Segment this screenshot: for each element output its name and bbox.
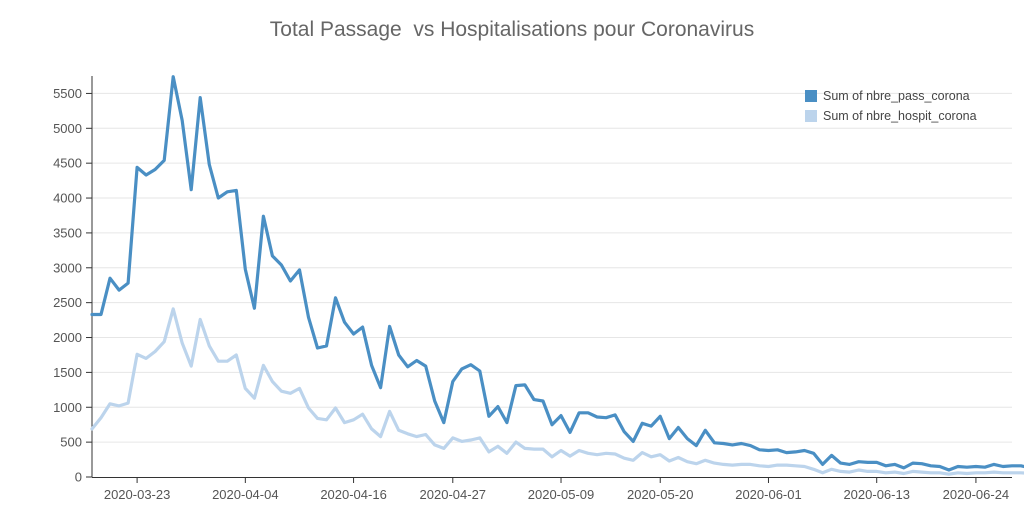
x-tick-label: 2020-04-16 [320, 487, 387, 502]
y-tick-label: 1000 [53, 400, 82, 415]
tick-labels: 0 500 1000 1500 2000 2500 3000 3500 4000 4500 5000… [53, 86, 1009, 502]
x-tick-label: 2020-03-23 [104, 487, 171, 502]
y-tick-label: 5000 [53, 121, 82, 136]
legend-swatch-hospit [805, 110, 817, 122]
y-tick-label: 3500 [53, 225, 82, 240]
x-tick-label: 2020-06-13 [843, 487, 910, 502]
x-tick-label: 2020-06-01 [735, 487, 802, 502]
legend-swatch-pass [805, 90, 817, 102]
x-tick-label: 2020-05-09 [528, 487, 595, 502]
series-line-pass [90, 75, 1024, 472]
axes [86, 76, 1012, 483]
y-tick-label: 2500 [53, 295, 82, 310]
series-lines [90, 75, 1024, 476]
series-line-hospit [90, 307, 1024, 476]
y-tick-label: 2000 [53, 330, 82, 345]
y-tick-label: 500 [60, 435, 82, 450]
legend-item-hospit: Sum of nbre_hospit_corona [805, 106, 977, 126]
y-tick-label: 4500 [53, 156, 82, 171]
y-tick-label: 5500 [53, 86, 82, 101]
legend-label-pass: Sum of nbre_pass_corona [823, 89, 970, 103]
legend: Sum of nbre_pass_corona Sum of nbre_hosp… [805, 86, 977, 126]
y-tick-label: 4000 [53, 191, 82, 206]
x-tick-label: 2020-06-24 [943, 487, 1010, 502]
legend-item-pass: Sum of nbre_pass_corona [805, 86, 977, 106]
grid-lines [92, 92, 1012, 443]
y-tick-label: 1500 [53, 365, 82, 380]
x-tick-label: 2020-05-20 [627, 487, 694, 502]
chart-title: Total Passage vs Hospitalisations pour C… [269, 18, 755, 41]
x-tick-label: 2020-04-27 [420, 487, 487, 502]
y-tick-label: 0 [75, 470, 82, 485]
x-tick-label: 2020-04-04 [212, 487, 279, 502]
legend-label-hospit: Sum of nbre_hospit_corona [823, 109, 977, 123]
y-tick-label: 3000 [53, 260, 82, 275]
